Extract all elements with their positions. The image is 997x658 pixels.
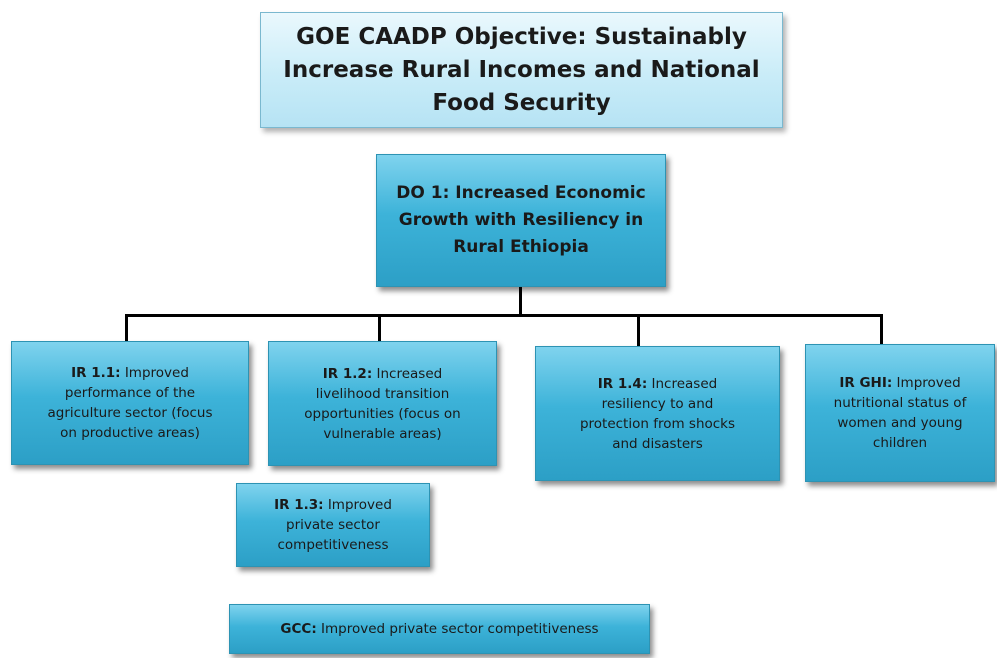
goal-line-1: GOE CAADP Objective: Sustainably bbox=[296, 23, 747, 50]
do1-box: DO 1: Increased Economic Growth with Res… bbox=[376, 154, 666, 287]
ir12-line-4: vulnerable areas) bbox=[323, 425, 442, 442]
ir14-code: IR 1.4: bbox=[597, 375, 648, 392]
gcc-text: Improved private sector competitiveness bbox=[316, 621, 599, 637]
irghi-line-2: nutritional status of bbox=[833, 395, 967, 411]
ir13-line-2: private sector bbox=[286, 517, 380, 533]
ir14-line-4: and disasters bbox=[612, 435, 703, 452]
ir11-line-3: agriculture sector (focus bbox=[47, 405, 213, 421]
irghi-line-3: women and young bbox=[837, 415, 963, 431]
ir13-line-3: competitiveness bbox=[277, 537, 389, 553]
connector-irghi-drop bbox=[880, 314, 883, 344]
ir13-line-1: Improved bbox=[323, 497, 392, 513]
connector-ir11-drop bbox=[125, 314, 128, 341]
connector-ir14-drop bbox=[637, 314, 640, 346]
ir12-code: IR 1.2: bbox=[322, 365, 373, 382]
ir12-line-2: livelihood transition bbox=[315, 385, 450, 402]
do1-line-3: Rural Ethiopia bbox=[453, 237, 589, 257]
ir14-line-1: Increased bbox=[647, 375, 718, 392]
irghi-line-1: Improved bbox=[892, 375, 961, 391]
ir12-line-1: Increased bbox=[372, 365, 443, 382]
ir11-box: IR 1.1: Improved performance of the agri… bbox=[11, 341, 249, 465]
irghi-box: IR GHI: Improved nutritional status of w… bbox=[805, 344, 995, 482]
ir14-line-3: protection from shocks bbox=[579, 415, 736, 432]
connector-horizontal-bar bbox=[125, 314, 883, 317]
ir12-box: IR 1.2: Increased livelihood transition … bbox=[268, 341, 497, 466]
ir14-box: IR 1.4: Increased resiliency to and prot… bbox=[535, 346, 780, 481]
goal-line-2: Increase Rural Incomes and National bbox=[283, 56, 760, 83]
ir12-line-3: opportunities (focus on bbox=[304, 405, 461, 422]
irghi-code: IR GHI: bbox=[839, 375, 893, 391]
goal-objective-box: GOE CAADP Objective: Sustainably Increas… bbox=[260, 12, 783, 128]
do1-line-1: DO 1: Increased Economic bbox=[396, 183, 646, 203]
connector-do1-down bbox=[519, 287, 522, 315]
ir11-line-2: performance of the bbox=[64, 385, 196, 401]
ir13-code: IR 1.3: bbox=[274, 497, 324, 513]
ir11-line-1: Improved bbox=[120, 365, 189, 381]
ir13-box: IR 1.3: Improved private sector competit… bbox=[236, 483, 430, 567]
connector-ir12-drop bbox=[378, 314, 381, 341]
ir11-code: IR 1.1: bbox=[71, 365, 121, 381]
ir11-line-4: on productive areas) bbox=[60, 425, 200, 441]
gcc-box: GCC: Improved private sector competitive… bbox=[229, 604, 650, 654]
irghi-line-4: children bbox=[872, 435, 928, 451]
gcc-code: GCC: bbox=[280, 621, 317, 637]
goal-line-3: Food Security bbox=[432, 89, 611, 116]
ir14-line-2: resiliency to and bbox=[601, 395, 714, 412]
do1-line-2: Growth with Resiliency in bbox=[398, 210, 644, 230]
